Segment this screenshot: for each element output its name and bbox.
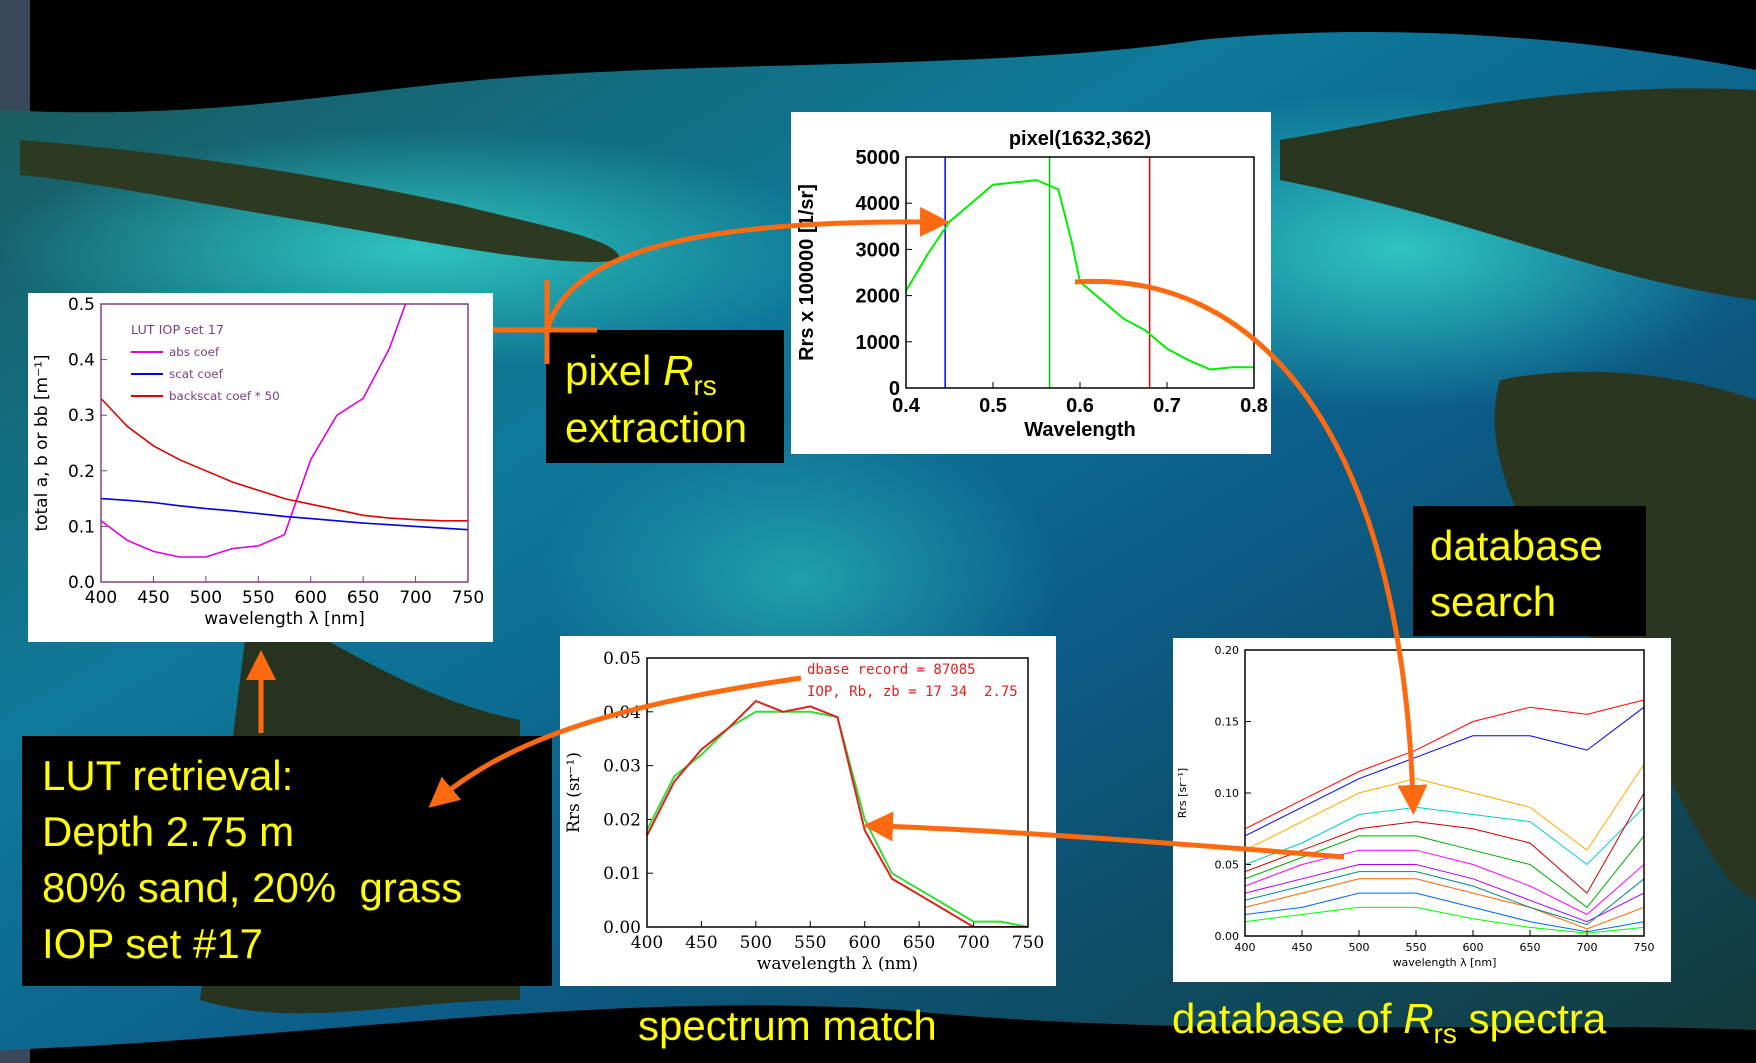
y-axis-label: Rrs [sr⁻¹] <box>1176 768 1189 818</box>
x-tick-label: 0.8 <box>1240 395 1268 417</box>
y-tick-label: 3000 <box>856 239 901 261</box>
y-tick-label: 0.00 <box>603 918 641 938</box>
legend-label: abs coef <box>169 345 220 359</box>
y-axis-label: Rrs x 100000 [1/sr] <box>796 184 818 361</box>
annotation: dbase record = 87085 <box>807 662 976 678</box>
x-tick-label: 600 <box>848 933 880 953</box>
x-axis-label: Wavelength <box>1024 419 1136 441</box>
y-tick-label: 2000 <box>856 286 901 308</box>
slide: 400 450 500 550 600 650 700 750 0.0 0.1 0.2 0.3 0.4 0… <box>0 0 1756 1063</box>
x-tick-label: 700 <box>1577 941 1598 954</box>
y-tick-label: 0.03 <box>603 757 641 777</box>
lut-label: IOP set #17 <box>42 920 263 967</box>
x-tick-label: 450 <box>137 588 169 608</box>
y-tick-label: 0.01 <box>603 864 641 884</box>
x-axis-label: wavelength λ [nm] <box>1393 956 1497 969</box>
legend-label: backscat coef * 50 <box>169 389 280 403</box>
y-tick-label: 0.02 <box>603 810 641 830</box>
y-tick-label: 0.0 <box>68 573 95 593</box>
x-tick-label: 750 <box>1012 933 1044 953</box>
chart: 400 450 500 550 600 650 700 750 0.00 0.05 0.10 0.15… <box>1173 638 1671 982</box>
x-tick-label: 600 <box>1463 941 1484 954</box>
database-search-label: database <box>1430 522 1603 569</box>
x-tick-label: 0.7 <box>1153 395 1181 417</box>
x-axis-label: wavelength λ (nm) <box>757 954 918 974</box>
y-tick-label: 0.20 <box>1215 644 1240 657</box>
y-tick-label: 0.5 <box>68 295 95 315</box>
chart-title: pixel(1632,362) <box>1009 128 1151 150</box>
y-tick-label: 0 <box>889 378 900 400</box>
annotation: IOP, Rb, zb = 17 34 2.75 <box>807 684 1018 700</box>
lut-label: Depth 2.75 m <box>42 808 294 855</box>
lut-label: LUT retrieval: <box>42 752 293 799</box>
x-tick-label: 750 <box>452 588 484 608</box>
x-tick-label: 450 <box>685 933 717 953</box>
y-tick-label: 0.1 <box>68 517 95 537</box>
x-tick-label: 650 <box>1520 941 1541 954</box>
x-tick-label: 650 <box>903 933 935 953</box>
x-tick-label: 700 <box>957 933 989 953</box>
y-tick-label: 1000 <box>856 332 901 354</box>
x-tick-label: 500 <box>190 588 222 608</box>
pixel-rrs-label: extraction <box>565 404 747 451</box>
spectrum-match-label: spectrum match <box>638 1002 937 1049</box>
label-text: database of <box>1172 995 1403 1042</box>
y-axis-label: Rrs (sr⁻¹) <box>564 752 584 833</box>
y-axis-label: total a, b or bb [m⁻¹] <box>32 354 52 531</box>
x-axis-label: wavelength λ [nm] <box>204 609 365 629</box>
x-tick-label: 400 <box>1235 941 1256 954</box>
x-tick-label: 600 <box>294 588 326 608</box>
x-tick-label: 450 <box>1292 941 1313 954</box>
y-tick-label: 0.05 <box>1215 858 1240 871</box>
x-tick-label: 700 <box>399 588 431 608</box>
x-tick-label: 0.5 <box>979 395 1007 417</box>
chart: 4004505005506006507007500.00.10.20.30.40… <box>28 276 493 642</box>
x-tick-label: 500 <box>1349 941 1370 954</box>
y-tick-label: 5000 <box>856 147 901 169</box>
database-search-label: search <box>1430 578 1556 625</box>
y-tick-label: 0.15 <box>1215 715 1240 728</box>
y-tick-label: 0.05 <box>603 649 641 669</box>
x-tick-label: 650 <box>347 588 379 608</box>
x-tick-label: 550 <box>1406 941 1427 954</box>
x-tick-label: 550 <box>794 933 826 953</box>
database-rrs-label: database of Rrs spectra <box>1172 995 1607 1049</box>
label-text: rs <box>693 370 716 401</box>
y-tick-label: 4000 <box>856 193 901 215</box>
label-text: rs <box>1434 1018 1457 1049</box>
label-text: spectra <box>1457 995 1607 1042</box>
x-tick-label: 0.6 <box>1066 395 1094 417</box>
x-tick-label: 750 <box>1634 941 1655 954</box>
legend-title: LUT IOP set 17 <box>131 323 224 338</box>
x-tick-label: 500 <box>740 933 772 953</box>
y-tick-label: 0.3 <box>68 406 95 426</box>
y-tick-label: 0.4 <box>68 351 95 371</box>
label-text: pixel <box>565 347 663 394</box>
label-text: R <box>663 347 693 394</box>
lut-label: 80% sand, 20% grass <box>42 864 462 911</box>
y-tick-label: 0.2 <box>68 462 95 482</box>
legend-label: scat coef <box>169 367 224 381</box>
y-tick-label: 0.10 <box>1215 787 1240 800</box>
label-text: R <box>1403 995 1433 1042</box>
y-tick-label: 0.00 <box>1215 930 1240 943</box>
x-tick-label: 550 <box>242 588 274 608</box>
